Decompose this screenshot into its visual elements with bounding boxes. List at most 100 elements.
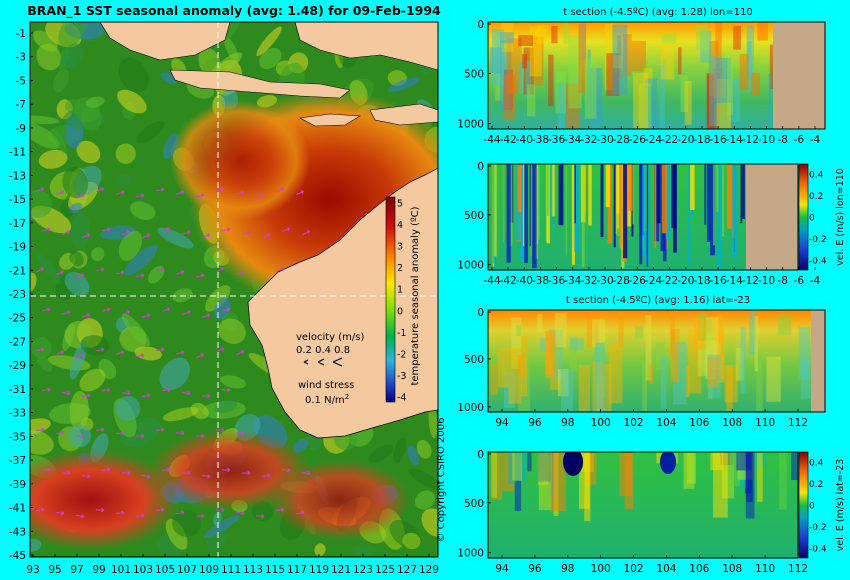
wind-vector (161, 467, 171, 473)
wind-vector (176, 190, 185, 195)
wind-vector (302, 230, 311, 236)
lon-tick-label: 127 (397, 564, 417, 576)
section-x-tick-label: -38 (532, 134, 549, 146)
lat-tick-label: -11 (9, 147, 26, 159)
lon-tick-label: 107 (177, 564, 197, 576)
sst-colorbar: 5 4 3 2 1 0 -1 -2 -3 -4 temperature seasonal anom… (385, 196, 421, 404)
section-x-tick-label: -4 (810, 275, 821, 287)
depth-tick-label: 1000 (457, 548, 484, 560)
lat-tick-label: -23 (9, 289, 26, 301)
section-x-tick-label: -28 (613, 275, 630, 287)
wind-vector (201, 473, 211, 479)
section-x-tick-label: -4 (810, 134, 821, 146)
wind-vector (95, 347, 105, 352)
wind-vector (175, 510, 185, 515)
velocity-colorbar (798, 451, 809, 559)
wind-vector (176, 270, 185, 275)
section-x-tick-label: -40 (516, 134, 533, 146)
wind-vector (236, 270, 245, 275)
wind-vector (36, 187, 45, 193)
section-x-tick-label: -44 (483, 134, 500, 146)
section-x-tick-label: -28 (613, 134, 630, 146)
wind-vector (221, 467, 231, 473)
wind-vector (175, 430, 185, 436)
wind-legend-value: 0.1 N/m (305, 395, 345, 406)
sst-colorbar-tick: 3 (397, 242, 403, 253)
lat-tick-label: -9 (16, 123, 26, 135)
wind-vector (195, 433, 205, 439)
wind-vector (55, 511, 65, 516)
section-x-tick-label: -36 (548, 134, 565, 146)
sst-colorbar-tick: -4 (397, 393, 406, 404)
wind-vector (202, 233, 211, 239)
wind-vector (95, 427, 105, 433)
lat-tick-label: -43 (9, 526, 26, 538)
wind-vector (41, 467, 51, 473)
wind-vector (202, 313, 211, 318)
section-panel-3: t section (-4.5ºC) (avg: 1.16) lat=-23 0 5… (457, 295, 826, 429)
lon-tick-label: 97 (70, 564, 83, 576)
lat-tick-label: -5 (16, 75, 26, 87)
section-x-tick-label: -6 (794, 134, 805, 146)
wind-vector (256, 193, 264, 199)
wind-vector (301, 470, 311, 476)
lat-tick-label: -25 (9, 313, 26, 325)
lat-tick-label: -7 (16, 99, 26, 111)
wind-vector (121, 390, 131, 396)
lat-tick-label: -3 (16, 52, 26, 64)
wind-vector (221, 307, 231, 312)
section-x-tick-label: -30 (596, 275, 613, 287)
wind-vector (235, 430, 245, 436)
wind-vector (115, 270, 125, 275)
wind-vector (35, 347, 45, 352)
lat-tick-label: -39 (9, 479, 26, 491)
svg-text:0.1 N/m2: 0.1 N/m2 (305, 393, 349, 406)
lon-tick-label: 111 (221, 564, 241, 576)
land-indonesia (99, 22, 231, 61)
section-x-tick-label: -22 (661, 275, 678, 287)
section-x-tick-label: -38 (532, 275, 549, 287)
section-x-tick-label: -12 (742, 275, 759, 287)
velocity-colorbar-tick: 0.4 (809, 459, 824, 469)
lat-tick-label: -21 (9, 265, 26, 277)
velocity-colorbar-label: vel. E (m/s) lon=110 (835, 168, 846, 266)
sst-colorbar-tick: -2 (397, 349, 406, 360)
wind-vector (41, 387, 51, 393)
section-panel-1: t section (-4.5ºC) (avg: 1.28) lon=110 0 5… (457, 7, 826, 146)
lat-tick-label: -15 (9, 194, 26, 206)
lon-tick-label: 103 (133, 564, 153, 576)
section-x-tick-label: -32 (580, 275, 597, 287)
wind-vector (281, 468, 291, 473)
wind-vector (276, 267, 285, 273)
wind-vector (201, 393, 211, 399)
wind-vector (236, 350, 244, 356)
depth-tick-label: 500 (464, 68, 484, 80)
section-x-tick-label: -42 (500, 275, 517, 287)
sst-colorbar-tick: 0 (397, 306, 403, 317)
wind-vector (56, 270, 65, 276)
velocity-colorbar-tick: -0.2 (809, 235, 827, 245)
section-panel-title: t section (-4.5ºC) (avg: 1.28) lon=110 (563, 7, 752, 18)
section-x-tick-label: 112 (788, 563, 808, 575)
wind-vectors (35, 187, 311, 519)
section-x-tick-label: 106 (689, 563, 709, 575)
wind-vector (75, 273, 85, 278)
wind-vector (56, 350, 65, 356)
lon-tick-label: 117 (287, 564, 307, 576)
sst-colorbar-tick: 2 (397, 263, 403, 274)
velocity-legend-label: velocity (m/s) (296, 332, 364, 343)
wind-vector (55, 430, 65, 436)
wind-vector (142, 233, 150, 239)
map-lon-ticks: 93 95 97 99 101 103 105 107 109 111 113 115 117 119 12… (26, 554, 439, 576)
wind-vector (115, 510, 125, 516)
section-x-tick-label: -6 (794, 275, 805, 287)
lon-tick-label: 119 (309, 564, 329, 576)
wind-vector (141, 474, 151, 479)
wind-vector (135, 353, 145, 358)
wind-vector (295, 510, 305, 515)
wind-vector (182, 310, 191, 315)
velocity-colorbar (798, 163, 809, 271)
sst-colorbar-tick: 4 (397, 220, 403, 231)
wind-vector (122, 230, 131, 236)
